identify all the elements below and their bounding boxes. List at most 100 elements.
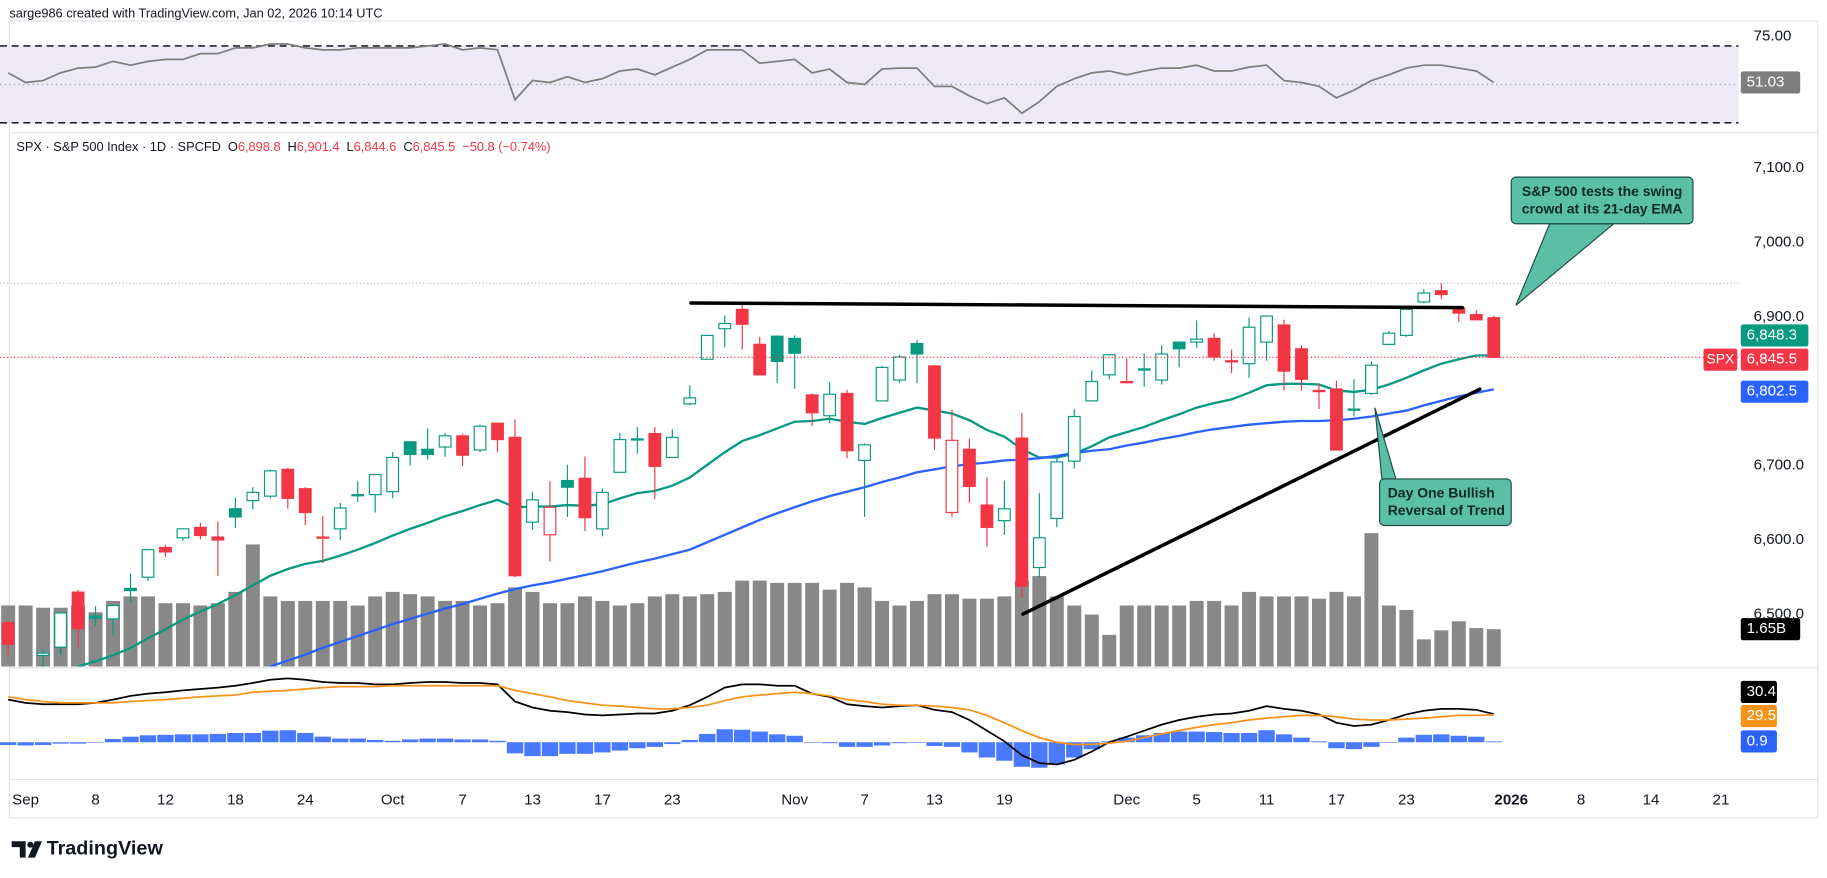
candle-body — [1347, 408, 1361, 411]
volume-bar — [770, 582, 785, 667]
candle-body — [683, 397, 697, 405]
symbol-tag: SPX — [1706, 350, 1735, 366]
volume-bar — [979, 598, 994, 667]
x-tick-label: 14 — [1643, 791, 1660, 808]
volume-bar — [333, 600, 348, 667]
callout-text: crowd at its 21-day EMA — [1522, 200, 1683, 216]
x-tick-label: 8 — [91, 791, 99, 808]
candle-body — [1032, 537, 1046, 569]
volume-bar — [1137, 605, 1152, 667]
candle-body — [403, 441, 417, 456]
volume-bar — [1102, 634, 1117, 667]
volume-bar — [315, 600, 330, 667]
x-tick-label: 17 — [594, 791, 611, 808]
volume-bar — [700, 594, 715, 667]
volume-bar — [1224, 605, 1239, 667]
x-tick-label: 5 — [1192, 791, 1200, 808]
volume-bar — [1381, 605, 1396, 667]
volume-bar — [193, 605, 208, 667]
volume-bar — [1207, 600, 1222, 667]
candle-body — [1067, 415, 1081, 462]
macd-histogram-bar — [104, 738, 122, 743]
macd-histogram-bar — [314, 736, 331, 743]
candle-body — [1277, 324, 1291, 372]
candle-body — [176, 528, 190, 539]
volume-bar — [577, 596, 592, 667]
legend-item: SPX · S&P 500 Index · 1D · SPCFD — [16, 139, 221, 154]
candle-body — [1242, 326, 1256, 365]
x-tick-label: Nov — [781, 791, 808, 808]
macd-histogram-bar — [384, 740, 401, 743]
macd-histogram-bar — [489, 740, 506, 743]
macd-histogram-bar — [1240, 732, 1258, 743]
macd-histogram-bar — [209, 733, 227, 743]
x-tick-label: 11 — [1259, 791, 1275, 808]
volume-bar — [298, 600, 313, 667]
candle-body — [840, 392, 854, 452]
brand-name: TradingView — [47, 838, 164, 860]
candle-body — [1312, 389, 1326, 393]
brand-logo-dot — [27, 841, 34, 848]
macd-histogram-bar — [1153, 732, 1170, 743]
candle-body — [665, 436, 679, 459]
candle-body — [648, 433, 662, 467]
candle-body — [910, 343, 924, 355]
volume-bar — [944, 594, 959, 667]
volume-bar — [1434, 630, 1449, 667]
callout-text: S&P 500 tests the swing — [1522, 183, 1682, 199]
candle-body — [893, 356, 906, 381]
macd-histogram-bar — [1433, 734, 1450, 743]
candle-body — [298, 488, 312, 514]
candle-body — [1207, 337, 1221, 358]
macd-histogram-bar — [471, 739, 489, 743]
y-tick-label: 6,900.0 — [1754, 308, 1804, 325]
volume-bar — [1294, 596, 1309, 667]
candle-body — [753, 343, 767, 376]
callout: Day One Bullish Reversal of Trend — [1374, 407, 1512, 527]
candle-body — [421, 448, 435, 456]
brand-logo — [11, 841, 42, 858]
macd-histogram-bar — [629, 742, 646, 749]
volume-tag: 1.65B — [1747, 620, 1787, 637]
macd-histogram-bar — [174, 734, 192, 743]
candle-body — [263, 470, 277, 497]
macd-histogram-bar — [873, 742, 891, 746]
volume-bar — [1259, 596, 1274, 667]
macd-histogram-bar — [1293, 737, 1310, 743]
callout-text: Day One Bullish — [1388, 485, 1495, 501]
y-tick-label: 7,100.0 — [1754, 159, 1804, 176]
volume-bar — [787, 582, 802, 667]
candle-body — [351, 494, 365, 497]
candle-body — [718, 322, 732, 330]
resistance-line — [689, 301, 1465, 310]
volume-bar — [88, 612, 103, 667]
candle-body — [159, 546, 172, 553]
macd-histogram-bar — [1398, 737, 1415, 743]
candle-body — [1365, 364, 1378, 395]
candle-body — [1050, 461, 1064, 520]
macd-histogram-bar — [332, 738, 349, 743]
x-tick-label: 19 — [996, 791, 1013, 808]
macd-histogram-bar — [1415, 734, 1433, 743]
volume-bar — [1451, 621, 1466, 667]
macd-histogram-bar — [611, 742, 629, 751]
macd-histogram-bar — [157, 734, 174, 743]
macd-histogram-bar — [786, 735, 803, 743]
volume-bar — [210, 603, 225, 667]
volume-bar — [18, 605, 33, 667]
macd-histogram-bar — [978, 742, 996, 758]
volume-bar — [1311, 598, 1326, 667]
macd-histogram-bar — [838, 742, 856, 747]
candle-body — [1399, 308, 1413, 336]
candle-body — [613, 438, 627, 473]
candle-body — [438, 435, 452, 448]
callout-box — [1378, 478, 1512, 527]
macd-histogram-bar — [1118, 737, 1135, 743]
macd-histogram-bar — [943, 742, 961, 747]
x-tick-label: Dec — [1113, 791, 1140, 808]
rsi-tag-bg — [1740, 71, 1801, 94]
candle-body — [106, 604, 120, 620]
macd-histogram-bar — [1223, 732, 1240, 743]
macd-tag: 29.5 — [1747, 707, 1776, 724]
candle-body — [491, 422, 504, 441]
